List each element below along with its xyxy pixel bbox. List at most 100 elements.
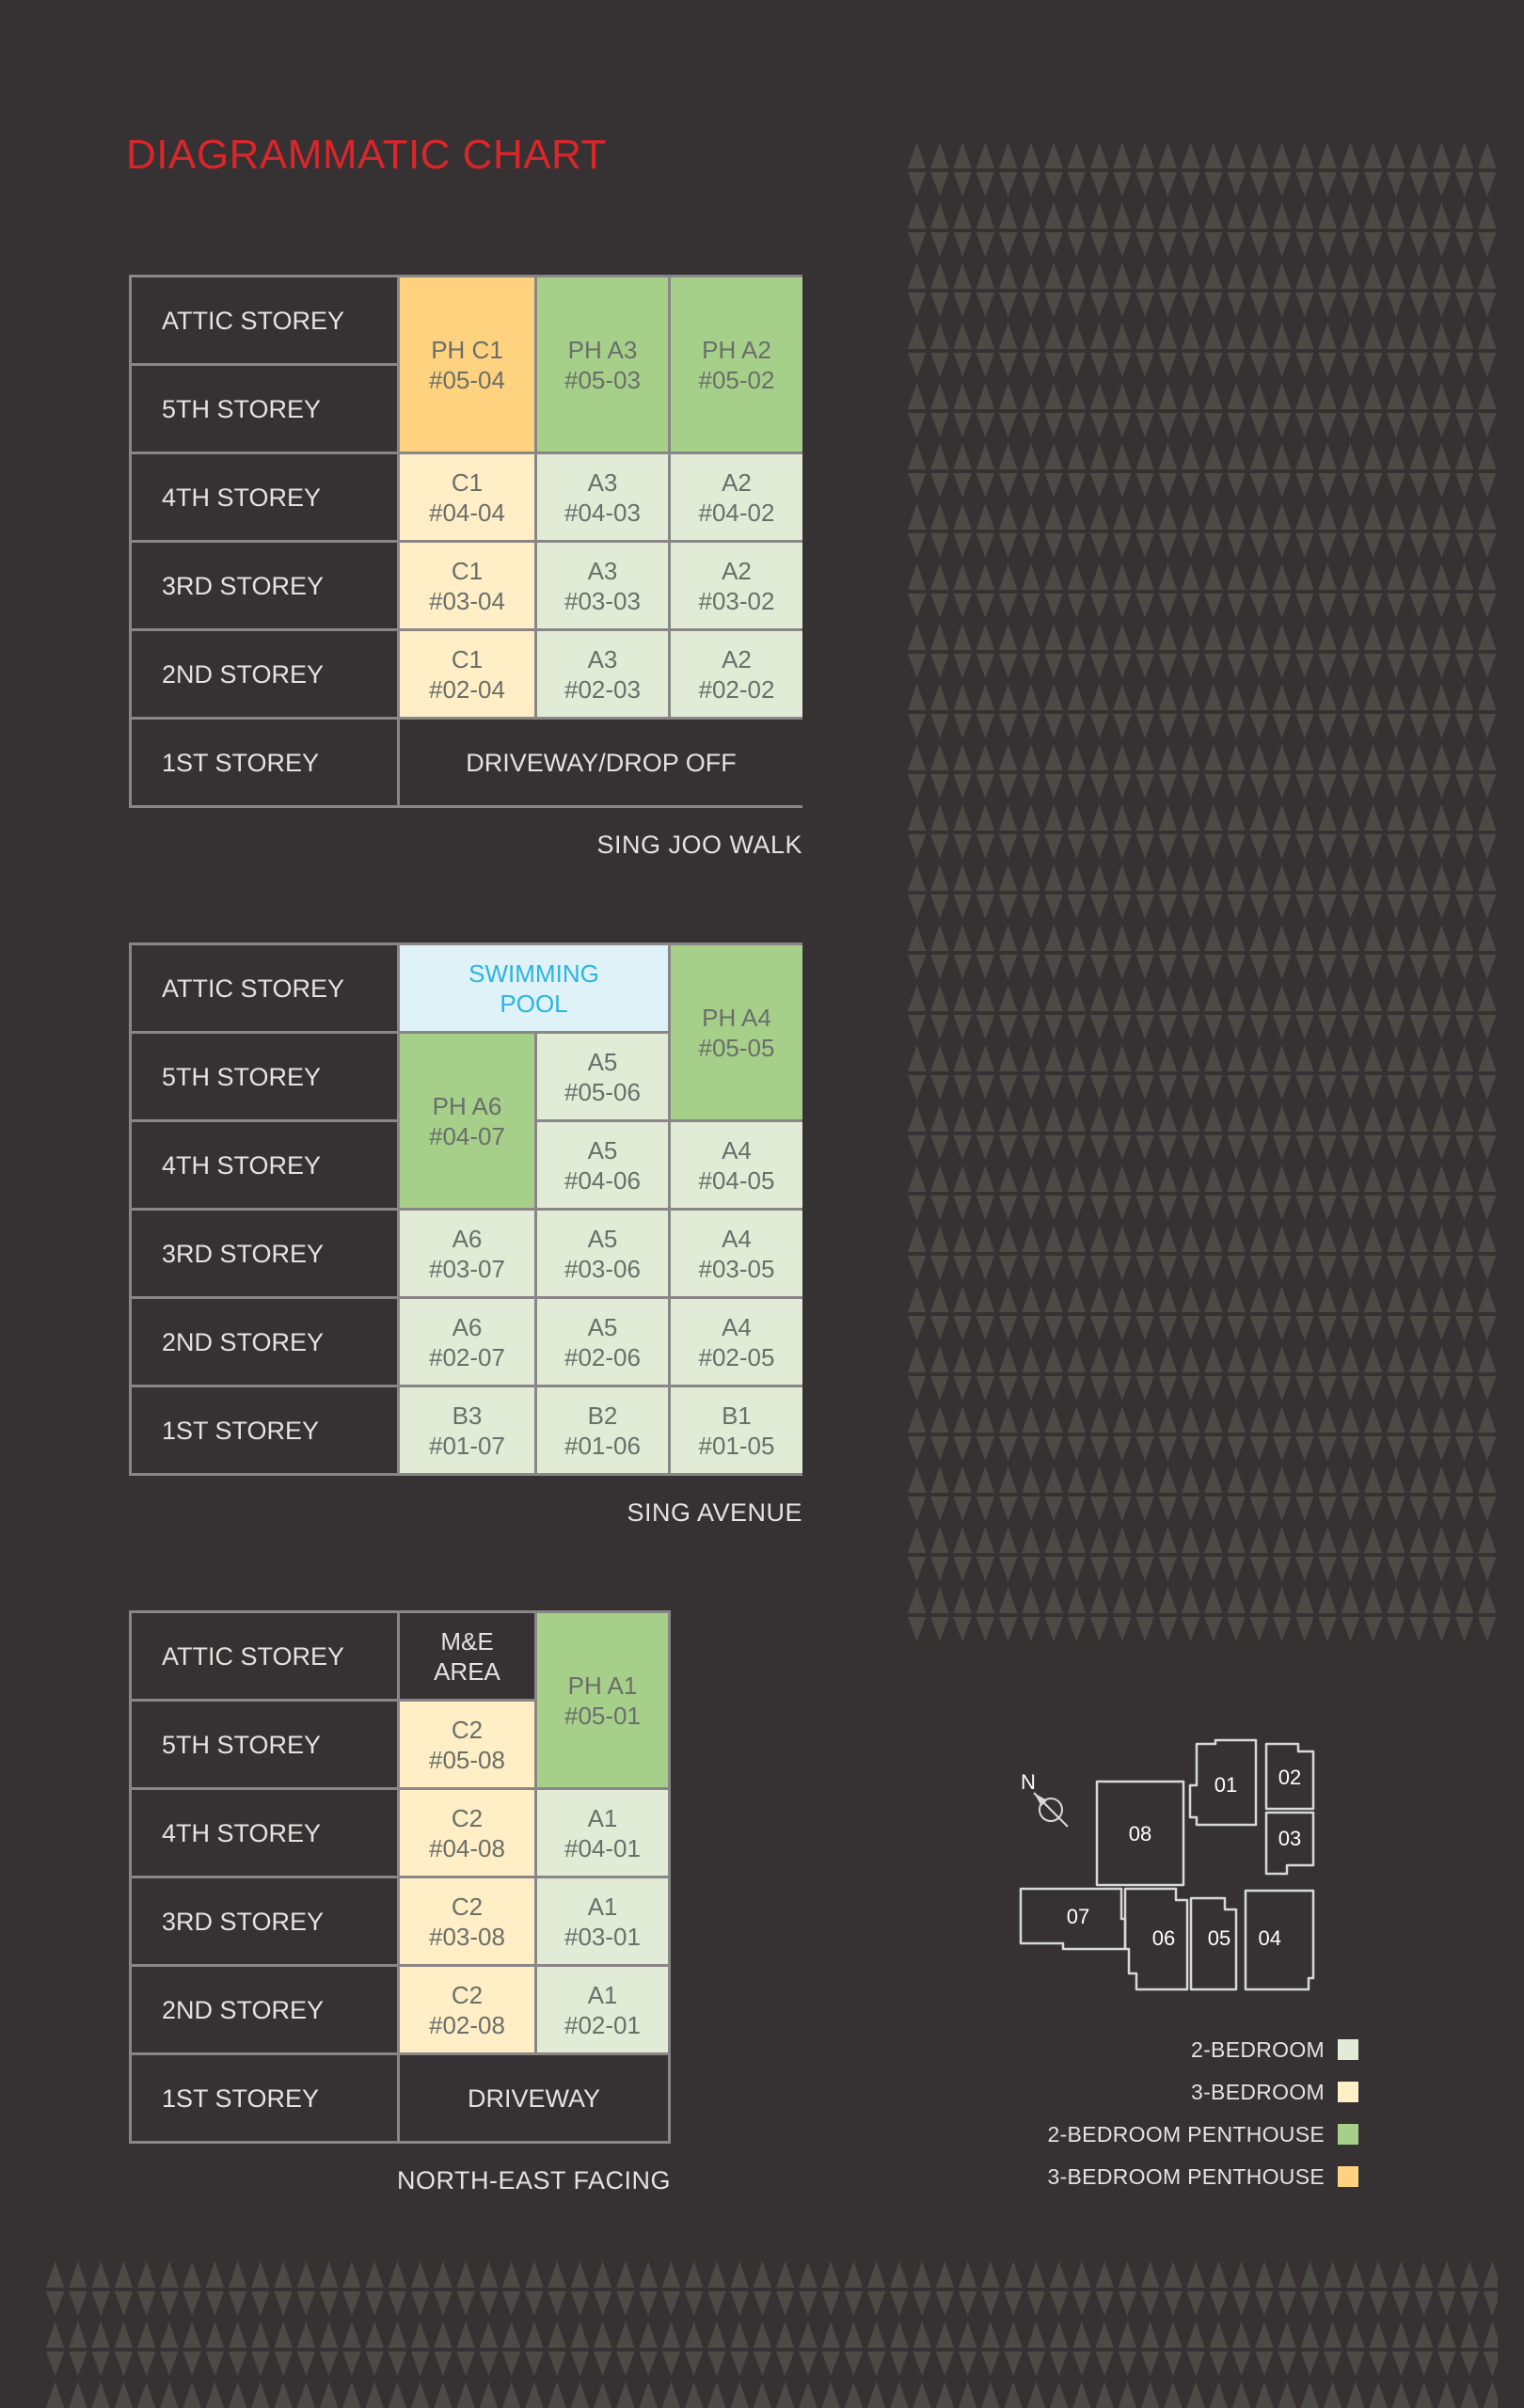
unit-type: C2 bbox=[451, 1803, 484, 1832]
unit-number: #02-05 bbox=[698, 1342, 775, 1371]
unit-cell-02-06: A5 #02-06 bbox=[537, 1299, 668, 1385]
unit-type: A3 bbox=[587, 467, 618, 497]
unit-number: #03-04 bbox=[429, 586, 505, 615]
swimming-pool-cell: SWIMMING POOL bbox=[400, 945, 668, 1031]
unit-type: A1 bbox=[587, 1803, 618, 1832]
legend-item-3-bedroom: 3-BEDROOM bbox=[1047, 2080, 1358, 2104]
unit-number: #04-05 bbox=[698, 1165, 775, 1195]
legend-swatch bbox=[1338, 2082, 1358, 2102]
storey-label-attic: ATTIC STOREY bbox=[132, 945, 397, 1031]
unit-type: C2 bbox=[451, 1892, 484, 1921]
unit-cell-04-04: C1 #04-04 bbox=[400, 454, 534, 540]
unit-cell-03-03: A3 #03-03 bbox=[537, 543, 668, 628]
stack-grid: ATTIC STOREY 5TH STOREY 4TH STOREY 3RD S… bbox=[129, 943, 802, 1476]
unit-cell-03-06: A5 #03-06 bbox=[537, 1211, 668, 1296]
unit-cell-01-06: B2 #01-06 bbox=[537, 1387, 668, 1473]
unit-type: PH A6 bbox=[432, 1091, 502, 1120]
ground-cell-driveway: DRIVEWAY bbox=[400, 2055, 668, 2141]
unit-outline-08 bbox=[1095, 1780, 1185, 1887]
storey-label-5th: 5TH STOREY bbox=[132, 1702, 397, 1787]
unit-number: #04-03 bbox=[564, 498, 641, 527]
unit-cell-01-07: B3 #01-07 bbox=[400, 1387, 534, 1473]
unit-number-01: 01 bbox=[1214, 1773, 1237, 1797]
unit-type: A6 bbox=[452, 1312, 483, 1341]
unit-number: #05-05 bbox=[698, 1033, 775, 1062]
unit-number: #05-02 bbox=[698, 365, 775, 394]
legend-label: 2-BEDROOM PENTHOUSE bbox=[1047, 2121, 1325, 2147]
ground-cell-driveway-drop-off: DRIVEWAY/DROP OFF bbox=[400, 720, 802, 805]
unit-cell-ph-a4: PH A4 #05-05 bbox=[671, 945, 802, 1119]
unit-number-06: 06 bbox=[1152, 1926, 1175, 1950]
unit-number: #05-01 bbox=[564, 1701, 641, 1730]
stack-diagram-sing-joo-walk: ATTIC STOREY 5TH STOREY 4TH STOREY 3RD S… bbox=[129, 275, 802, 860]
storey-label-attic: ATTIC STOREY bbox=[132, 277, 397, 363]
unit-number: #02-04 bbox=[429, 674, 505, 704]
unit-cell-02-02: A2 #02-02 bbox=[671, 631, 802, 717]
street-label: NORTH-EAST FACING bbox=[396, 2166, 671, 2194]
unit-cell-03-05: A4 #03-05 bbox=[671, 1211, 802, 1296]
unit-type: PH C1 bbox=[431, 335, 503, 364]
storey-label-5th: 5TH STOREY bbox=[132, 1034, 397, 1119]
unit-cell-ph-c1: PH C1 #05-04 bbox=[400, 277, 534, 452]
unit-cell-ph-a6: PH A6 #04-07 bbox=[400, 1034, 534, 1208]
pool-label-line1: SWIMMING bbox=[468, 958, 599, 988]
unit-type: A3 bbox=[587, 556, 618, 585]
unit-number: #04-04 bbox=[429, 498, 505, 527]
storey-label-4th: 4TH STOREY bbox=[132, 1790, 397, 1876]
unit-number: #02-08 bbox=[429, 2010, 505, 2039]
unit-number-07: 07 bbox=[1067, 1905, 1089, 1928]
storey-label-1st: 1ST STOREY bbox=[132, 720, 397, 805]
unit-cell-03-01: A1 #03-01 bbox=[537, 1878, 668, 1964]
me-area-cell: M&E AREA bbox=[400, 1613, 534, 1699]
unit-cell-04-03: A3 #04-03 bbox=[537, 454, 668, 540]
north-compass-icon: N bbox=[1021, 1770, 1069, 1828]
storey-label-1st: 1ST STOREY bbox=[132, 1387, 397, 1473]
unit-type: PH A2 bbox=[702, 335, 771, 364]
unit-type: B1 bbox=[722, 1401, 752, 1430]
triangle-pattern-bottom bbox=[41, 2258, 1498, 2408]
unit-number: #03-06 bbox=[564, 1254, 641, 1283]
unit-type: A5 bbox=[587, 1047, 618, 1076]
unit-type: PH A4 bbox=[702, 1003, 771, 1032]
unit-type: A1 bbox=[587, 1980, 618, 2009]
unit-number: #05-04 bbox=[429, 365, 505, 394]
unit-cell-03-04: C1 #03-04 bbox=[400, 543, 534, 628]
unit-outline-05 bbox=[1189, 1896, 1238, 1991]
street-label: SING AVENUE bbox=[627, 1498, 802, 1527]
pool-label-line2: POOL bbox=[500, 989, 568, 1018]
unit-number: #03-02 bbox=[698, 586, 775, 615]
unit-number: #04-02 bbox=[698, 498, 775, 527]
unit-type: C1 bbox=[451, 644, 484, 673]
unit-number-08: 08 bbox=[1129, 1822, 1151, 1846]
unit-cell-03-08: C2 #03-08 bbox=[400, 1878, 534, 1964]
unit-number-03: 03 bbox=[1278, 1827, 1301, 1850]
storey-label-3rd: 3RD STOREY bbox=[132, 1211, 397, 1296]
storey-label-3rd: 3RD STOREY bbox=[132, 1878, 397, 1964]
storey-label-5th: 5TH STOREY bbox=[132, 366, 397, 452]
unit-number: #01-05 bbox=[698, 1431, 775, 1460]
unit-outline-01 bbox=[1188, 1738, 1258, 1827]
unit-number: #02-06 bbox=[564, 1342, 641, 1371]
legend-item-2-bedroom-penthouse: 2-BEDROOM PENTHOUSE bbox=[1047, 2122, 1358, 2147]
unit-number: #04-01 bbox=[564, 1833, 641, 1862]
storey-label-2nd: 2ND STOREY bbox=[132, 631, 397, 717]
legend: 2-BEDROOM 3-BEDROOM 2-BEDROOM PENTHOUSE … bbox=[1047, 2037, 1358, 2207]
stack-grid: ATTIC STOREY 5TH STOREY 4TH STOREY 3RD S… bbox=[129, 1610, 671, 2144]
legend-label: 3-BEDROOM PENTHOUSE bbox=[1047, 2163, 1325, 2189]
storey-label-1st: 1ST STOREY bbox=[132, 2055, 397, 2141]
unit-number: #05-03 bbox=[564, 365, 641, 394]
me-area-line1: M&E bbox=[440, 1626, 494, 1656]
stack-diagram-sing-avenue: ATTIC STOREY 5TH STOREY 4TH STOREY 3RD S… bbox=[129, 943, 802, 1528]
storey-label-attic: ATTIC STOREY bbox=[132, 1613, 397, 1699]
unit-type: A5 bbox=[587, 1135, 618, 1164]
storey-label-3rd: 3RD STOREY bbox=[132, 543, 397, 628]
unit-type: A2 bbox=[722, 556, 752, 585]
me-area-line2: AREA bbox=[434, 1656, 500, 1686]
unit-type: C1 bbox=[451, 467, 484, 497]
key-plan: N 08 01 02 03 07 06 05 04 bbox=[1016, 1731, 1392, 2004]
unit-cell-02-04: C1 #02-04 bbox=[400, 631, 534, 717]
legend-swatch bbox=[1338, 2124, 1358, 2145]
unit-cell-02-03: A3 #02-03 bbox=[537, 631, 668, 717]
unit-type: A3 bbox=[587, 644, 618, 673]
street-label: SING JOO WALK bbox=[596, 831, 802, 859]
